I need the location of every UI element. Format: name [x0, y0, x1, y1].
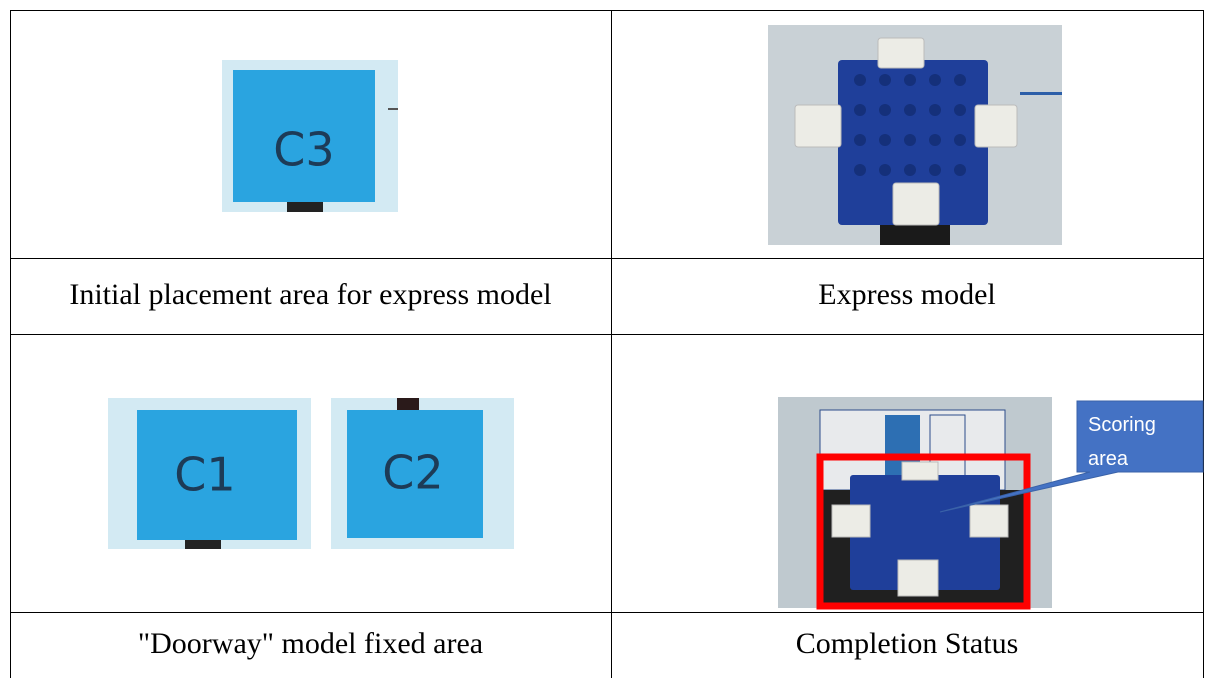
c2-image: C2	[331, 398, 514, 549]
table-border	[611, 10, 612, 678]
callout-text: Scoring area	[1088, 414, 1156, 470]
table-border	[1203, 10, 1204, 678]
table-border	[10, 10, 1204, 11]
c3-image: C3	[222, 60, 398, 212]
callout-shape	[939, 400, 1204, 513]
caption: Completion Status	[795, 627, 1019, 660]
c1-image: C1	[108, 398, 311, 549]
table-border	[10, 10, 11, 678]
tile-label: C1	[174, 448, 235, 502]
caption: Initial placement area for express model	[69, 278, 552, 311]
express-model-photo	[768, 25, 1062, 245]
table-border	[10, 612, 1204, 613]
tile-label: C2	[382, 446, 443, 500]
tile-label: C3	[273, 123, 334, 177]
completion-photo	[778, 397, 1052, 610]
caption: Express model	[818, 278, 996, 311]
table-border	[10, 334, 1204, 335]
caption: "Doorway" model fixed area	[137, 627, 484, 660]
table-border	[10, 258, 1204, 259]
